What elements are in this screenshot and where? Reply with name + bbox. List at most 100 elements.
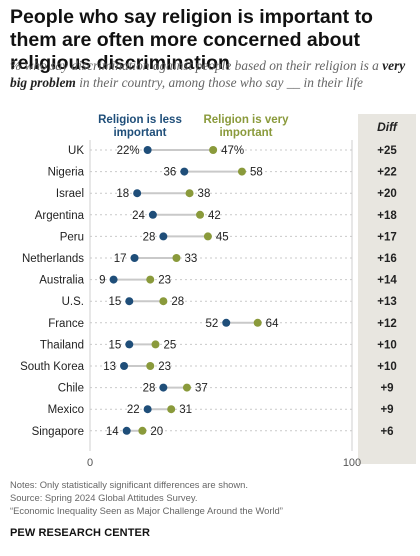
very-important-dot xyxy=(209,146,218,154)
very-important-dot xyxy=(146,362,155,370)
plot-area: UK 22% 47% +25 Nigeria 36 58 +22 Israel 18 38 +20 Ar… xyxy=(20,140,397,451)
diff-value: +25 xyxy=(377,145,397,157)
less-important-value-label: 14 xyxy=(106,426,119,438)
category-label: France xyxy=(48,318,84,330)
category-label: Thailand xyxy=(40,339,84,351)
less-important-dot xyxy=(125,340,134,349)
legend-very-important-line1: Religion is very xyxy=(203,114,289,126)
brand-logo-text: PEW RESEARCH CENTER xyxy=(10,527,151,539)
category-label: South Korea xyxy=(20,361,85,373)
diff-value: +22 xyxy=(377,167,397,179)
less-important-value-label: 15 xyxy=(109,339,122,351)
source-line: Source: Spring 2024 Global Attitudes Sur… xyxy=(10,492,198,503)
category-label: Israel xyxy=(56,188,84,200)
less-important-value-label: 9 xyxy=(99,275,105,287)
diff-value: +20 xyxy=(377,188,397,200)
category-label: Peru xyxy=(60,231,84,243)
legend-less-important-line2: important xyxy=(113,127,166,139)
less-important-dot xyxy=(180,167,189,176)
subtitle-emphasis: very big problem xyxy=(10,58,406,90)
category-label: Chile xyxy=(58,383,84,395)
diff-value: +6 xyxy=(380,426,393,438)
diff-value: +10 xyxy=(377,361,397,373)
report-title-line: “Economic Inequality Seen as Major Chall… xyxy=(10,505,283,516)
less-important-value-label: 22% xyxy=(117,145,140,157)
diff-value: +10 xyxy=(377,339,397,351)
less-important-dot xyxy=(130,254,139,262)
very-important-dot xyxy=(138,426,147,435)
less-important-value-label: 24 xyxy=(132,210,145,222)
category-label: UK xyxy=(68,145,84,157)
very-important-dot xyxy=(151,340,160,349)
less-important-dot xyxy=(143,405,152,414)
very-important-dot xyxy=(203,232,212,241)
less-important-value-label: 28 xyxy=(143,383,156,395)
very-important-dot xyxy=(172,254,181,262)
very-important-value-label: 42 xyxy=(208,210,221,222)
chart-subtitle: % who say discrimination against people … xyxy=(10,57,415,91)
less-important-value-label: 17 xyxy=(114,253,127,265)
notes-line-1: Notes: Only statistically significant di… xyxy=(10,479,248,490)
very-important-value-label: 47% xyxy=(221,145,244,157)
less-important-value-label: 36 xyxy=(164,167,177,179)
less-important-dot xyxy=(159,232,168,241)
diff-value: +17 xyxy=(377,231,397,243)
less-important-value-label: 15 xyxy=(109,296,122,308)
less-important-dot xyxy=(125,297,134,306)
less-important-dot xyxy=(133,189,142,198)
category-label: Argentina xyxy=(35,210,85,222)
diff-value: +16 xyxy=(377,253,397,265)
less-important-dot xyxy=(148,210,157,219)
less-important-value-label: 22 xyxy=(127,404,140,416)
category-label: Australia xyxy=(39,275,84,287)
less-important-value-label: 28 xyxy=(143,231,156,243)
category-label: Netherlands xyxy=(22,253,84,265)
category-label: Mexico xyxy=(48,404,84,416)
x-tick-label-max: 100 xyxy=(343,457,361,469)
very-important-dot xyxy=(253,318,262,327)
diff-value: +13 xyxy=(377,296,397,308)
legend-less-important-line1: Religion is less xyxy=(98,114,182,126)
category-label: U.S. xyxy=(62,296,84,308)
very-important-dot xyxy=(182,383,191,392)
very-important-value-label: 23 xyxy=(158,275,171,287)
diff-value: +18 xyxy=(377,210,397,222)
less-important-dot xyxy=(143,146,152,154)
less-important-value-label: 52 xyxy=(205,318,218,330)
chart-title: People who say religion is important to … xyxy=(10,6,373,74)
x-tick-label-min: 0 xyxy=(87,457,93,469)
less-important-dot xyxy=(222,318,231,327)
very-important-value-label: 23 xyxy=(158,361,171,373)
legend-very-important-line2: important xyxy=(219,127,272,139)
very-important-dot xyxy=(237,167,246,176)
very-important-value-label: 28 xyxy=(171,296,184,308)
very-important-value-label: 31 xyxy=(179,404,192,416)
diff-value: +9 xyxy=(380,383,393,395)
less-important-dot xyxy=(109,275,118,284)
diff-value: +14 xyxy=(377,275,397,287)
category-label: Nigeria xyxy=(48,167,85,179)
less-important-dot xyxy=(159,383,168,392)
very-important-value-label: 20 xyxy=(150,426,163,438)
very-important-dot xyxy=(146,275,155,284)
category-label: Singapore xyxy=(32,426,84,438)
less-important-value-label: 13 xyxy=(103,361,116,373)
less-important-value-label: 18 xyxy=(116,188,129,200)
subtitle-part-1: % who say discrimination against people … xyxy=(10,58,383,73)
very-important-dot xyxy=(167,405,176,414)
diff-header: Diff xyxy=(377,120,398,134)
very-important-dot xyxy=(196,210,205,219)
very-important-value-label: 25 xyxy=(164,339,177,351)
subtitle-part-2: in their country, among those who say __… xyxy=(75,75,363,90)
very-important-value-label: 33 xyxy=(184,253,197,265)
very-important-dot xyxy=(159,297,168,306)
less-important-dot xyxy=(120,362,129,370)
very-important-value-label: 38 xyxy=(198,188,211,200)
notes: Notes: Only statistically significant di… xyxy=(10,478,283,517)
dot-chart: Diff Religion is less important Religion… xyxy=(20,114,416,469)
very-important-dot xyxy=(185,189,194,198)
diff-value: +12 xyxy=(377,318,397,330)
very-important-value-label: 58 xyxy=(250,167,263,179)
diff-column-background xyxy=(358,114,416,464)
diff-value: +9 xyxy=(380,404,393,416)
